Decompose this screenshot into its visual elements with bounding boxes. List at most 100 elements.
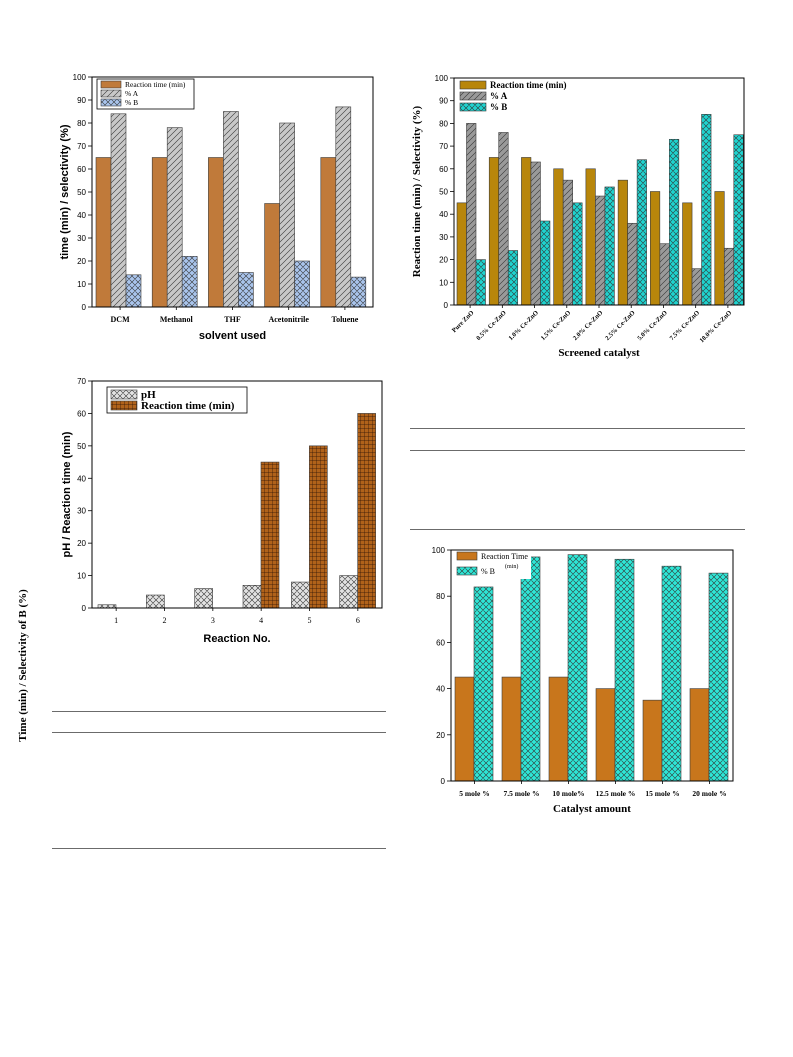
bar-a-dcm — [110, 113, 127, 308]
x-tick-label: 6 — [356, 616, 360, 625]
y-tick-label: 0 — [444, 301, 449, 310]
bar-b-15-mole — [661, 565, 682, 782]
plot-frame — [91, 380, 383, 609]
legend-label: % B — [490, 102, 507, 112]
bar-a-methanol — [166, 127, 183, 308]
divider-line — [52, 711, 386, 712]
bar-a-acetonitrile — [279, 122, 295, 308]
bar-reaction-time-20-mole — [689, 688, 710, 782]
bar-ph-6 — [339, 575, 358, 609]
legend-swatch — [456, 566, 478, 576]
bar-reaction-time-min-4 — [260, 461, 280, 609]
legend-label: % A — [490, 91, 508, 101]
bar-b-dcm — [125, 274, 142, 308]
x-tick-label: Acetonitrile — [268, 315, 309, 324]
x-tick-label: 2.0% Ce-ZnO — [572, 309, 605, 342]
y-tick-label: 60 — [436, 638, 445, 647]
x-tick-label: 15 mole % — [645, 789, 679, 798]
bar-b-2-0-ce-zno — [604, 186, 615, 306]
bar-ph-3 — [194, 588, 213, 609]
y-tick-label: 80 — [77, 119, 86, 128]
y-axis-label: Time (min) / Selectivity of B (%) — [17, 589, 29, 742]
y-tick-label: 30 — [77, 507, 86, 516]
y-tick-label: 80 — [436, 592, 445, 601]
bar-b-pure-zno — [475, 259, 486, 306]
y-tick-label: 20 — [77, 539, 86, 548]
bar-a-2-5-ce-zno — [627, 222, 638, 306]
bar-b-0-5-ce-zno — [507, 250, 519, 306]
y-tick-label: 70 — [439, 142, 448, 151]
bar-b-10-0-ce-zno — [733, 134, 744, 306]
bar-reaction-time-min-dcm — [95, 157, 112, 308]
x-tick-label: 0.5% Ce-ZnO — [475, 309, 508, 342]
bar-reaction-time-min-6 — [357, 413, 376, 609]
bar-b-1-0-ce-zno — [540, 220, 551, 306]
y-tick-label: 60 — [77, 409, 86, 418]
x-tick-label: 10 mole% — [552, 789, 584, 798]
bar-reaction-time-min-2-5-ce-zno — [617, 179, 628, 306]
y-tick-label: 50 — [77, 188, 86, 197]
x-tick-label: 1.0% Ce-ZnO — [507, 309, 540, 342]
x-tick-label: Pure ZnO — [451, 309, 476, 334]
legend-swatch — [100, 80, 122, 89]
x-tick-label: 5 — [308, 616, 312, 625]
x-tick-label: 5 mole % — [459, 789, 489, 798]
bar-reaction-time-min-1-0-ce-zno — [521, 157, 532, 306]
bar-b-methanol — [181, 256, 198, 308]
bar-b-thf — [238, 272, 254, 308]
bar-ph-4 — [242, 585, 262, 609]
x-axis-label: Reaction No. — [203, 633, 270, 645]
bar-reaction-time-min-thf — [208, 157, 224, 308]
bar-b-20-mole — [708, 572, 729, 782]
x-tick-label: Toluene — [331, 315, 358, 324]
y-tick-label: 90 — [439, 97, 448, 106]
legend-swatch — [459, 91, 487, 101]
y-axis-label: Reaction time (min) / Selectivity (%) — [411, 105, 423, 277]
bar-a-pure-zno — [466, 123, 477, 306]
bar-b-7-5-ce-zno — [701, 114, 712, 306]
divider-line — [410, 450, 745, 451]
bar-a-toluene — [335, 106, 352, 308]
bar-b-12-5-mole — [614, 558, 635, 782]
y-tick-label: 80 — [439, 119, 448, 128]
bar-reaction-time-min-1-5-ce-zno — [553, 168, 564, 306]
bar-reaction-time-min-0-5-ce-zno — [488, 157, 500, 306]
x-tick-label: 4 — [259, 616, 263, 625]
legend-label: Reaction time (min) — [125, 80, 186, 89]
bar-b-7-5-mole — [520, 556, 541, 782]
plot-frame — [450, 549, 734, 782]
legend-label: Reaction time (min) — [141, 400, 235, 412]
y-tick-label: 20 — [439, 256, 448, 265]
bar-a-7-5-ce-zno — [691, 268, 702, 306]
x-tick-label: Methanol — [160, 315, 194, 324]
legend-swatch — [100, 89, 122, 98]
bar-b-10-mole — [567, 554, 588, 782]
legend-swatch — [110, 400, 138, 411]
x-axis-label: Screened catalyst — [558, 347, 640, 359]
x-tick-label: 7.5 mole % — [503, 789, 539, 798]
bar-reaction-time-min-10-0-ce-zno — [714, 191, 725, 306]
legend-label: % B — [481, 567, 495, 576]
bar-reaction-time-7-5-mole — [501, 676, 522, 782]
bar-reaction-time-10-mole — [548, 676, 569, 782]
y-tick-label: 100 — [73, 73, 87, 82]
legend-label: (min) — [505, 563, 518, 570]
x-tick-label: 1.5% Ce-ZnO — [540, 309, 573, 342]
bar-reaction-time-min-7-5-ce-zno — [682, 202, 693, 306]
y-axis-label: pH / Reaction time (min) — [61, 431, 73, 557]
y-tick-label: 90 — [77, 96, 86, 105]
bar-a-10-0-ce-zno — [723, 247, 735, 306]
x-tick-label: 3 — [211, 616, 215, 625]
x-tick-label: 2 — [163, 616, 167, 625]
y-tick-label: 50 — [77, 442, 86, 451]
bar-reaction-time-min-methanol — [151, 157, 168, 308]
legend-swatch — [100, 98, 122, 107]
bar-a-2-0-ce-zno — [595, 195, 606, 306]
y-tick-label: 60 — [77, 165, 86, 174]
bar-a-0-5-ce-zno — [498, 132, 509, 306]
x-tick-label: THF — [224, 315, 241, 324]
x-tick-label: 20 mole % — [692, 789, 726, 798]
y-tick-label: 40 — [77, 474, 86, 483]
y-tick-label: 10 — [77, 572, 86, 581]
y-tick-label: 50 — [439, 188, 448, 197]
